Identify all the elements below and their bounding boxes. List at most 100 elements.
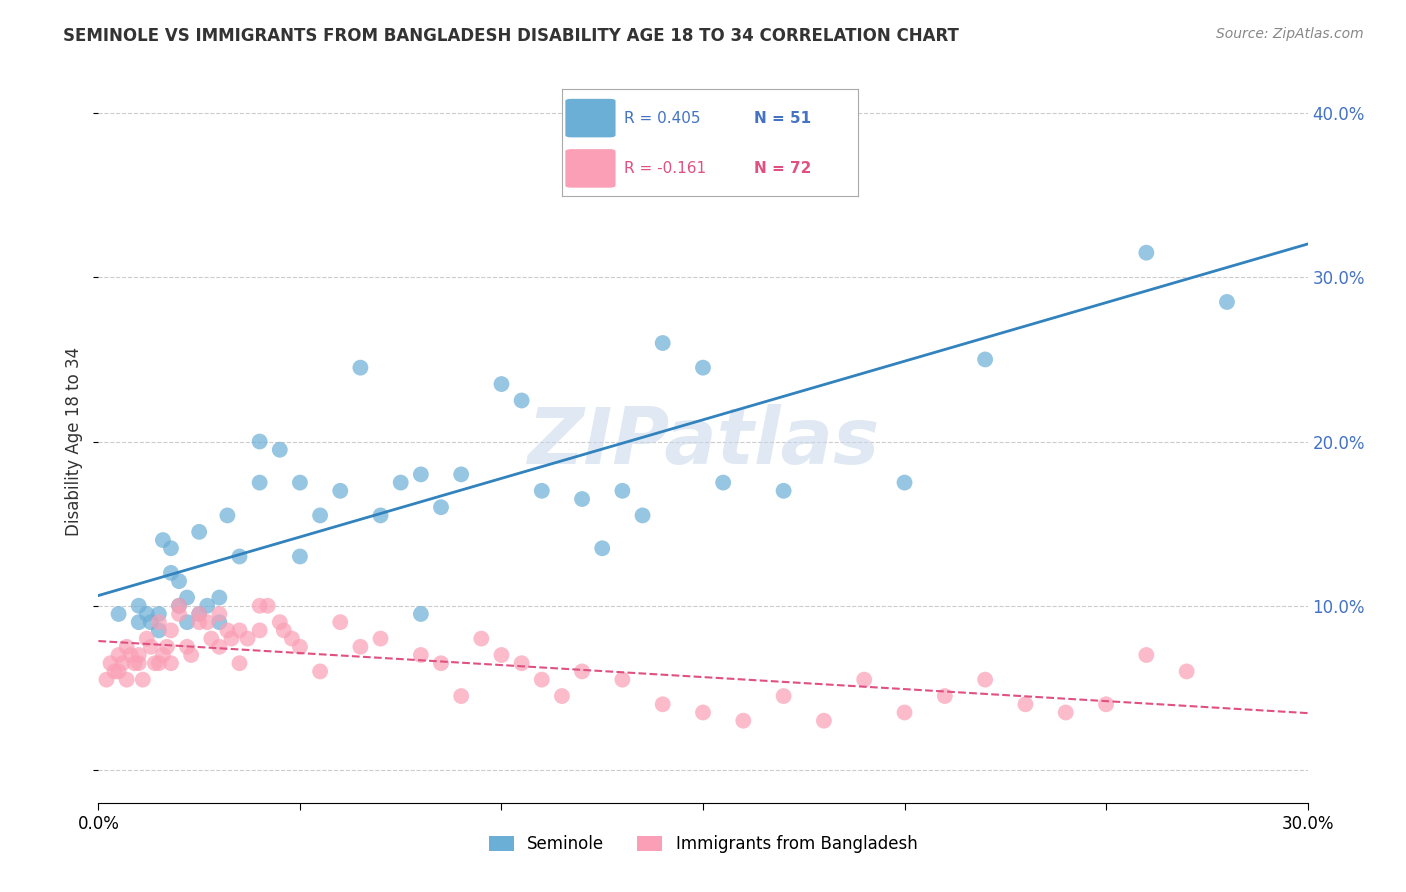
- Point: [1054, 706, 1077, 720]
- Legend: Seminole, Immigrants from Bangladesh: Seminole, Immigrants from Bangladesh: [482, 828, 924, 860]
- Point: [893, 706, 915, 720]
- Point: [188, 607, 211, 621]
- Point: [281, 632, 304, 646]
- Point: [1216, 295, 1239, 310]
- Point: [772, 483, 794, 498]
- Point: [288, 640, 311, 654]
- Point: [612, 673, 634, 687]
- Point: [200, 632, 222, 646]
- Point: [269, 615, 291, 630]
- Point: [96, 673, 118, 687]
- Point: [176, 591, 198, 605]
- Point: [249, 624, 271, 638]
- Point: [115, 673, 138, 687]
- Point: [208, 591, 231, 605]
- FancyBboxPatch shape: [565, 149, 616, 187]
- Text: Source: ZipAtlas.com: Source: ZipAtlas.com: [1216, 27, 1364, 41]
- Point: [288, 549, 311, 564]
- Point: [152, 648, 174, 662]
- Point: [148, 657, 170, 671]
- Point: [167, 574, 190, 588]
- Point: [491, 377, 513, 392]
- Point: [430, 500, 453, 515]
- Point: [934, 689, 956, 703]
- Point: [217, 508, 239, 523]
- Point: [228, 657, 250, 671]
- Point: [349, 640, 371, 654]
- Point: [143, 657, 166, 671]
- Point: [100, 657, 122, 671]
- Point: [160, 657, 183, 671]
- Point: [128, 615, 150, 630]
- Point: [772, 689, 794, 703]
- Point: [269, 442, 291, 457]
- Point: [370, 632, 392, 646]
- Point: [612, 483, 634, 498]
- Point: [160, 624, 183, 638]
- Point: [1014, 698, 1036, 712]
- Text: ZIPatlas: ZIPatlas: [527, 403, 879, 480]
- Point: [273, 624, 295, 638]
- Point: [530, 673, 553, 687]
- Point: [349, 360, 371, 375]
- Point: [692, 706, 714, 720]
- Point: [249, 599, 271, 613]
- Point: [139, 640, 162, 654]
- Point: [711, 475, 734, 490]
- Point: [195, 599, 218, 613]
- Point: [228, 549, 250, 564]
- Point: [115, 640, 138, 654]
- Point: [132, 673, 155, 687]
- Point: [409, 607, 432, 621]
- Point: [217, 624, 239, 638]
- Point: [491, 648, 513, 662]
- Point: [389, 475, 412, 490]
- Point: [148, 615, 170, 630]
- Point: [249, 434, 271, 449]
- Point: [631, 508, 654, 523]
- Point: [221, 632, 243, 646]
- Point: [120, 648, 142, 662]
- Point: [329, 483, 352, 498]
- Point: [167, 599, 190, 613]
- Point: [167, 607, 190, 621]
- Point: [571, 665, 593, 679]
- Point: [309, 508, 332, 523]
- Text: N = 72: N = 72: [754, 161, 811, 176]
- Point: [128, 657, 150, 671]
- Point: [107, 665, 129, 679]
- Point: [135, 632, 157, 646]
- Point: [139, 615, 162, 630]
- FancyBboxPatch shape: [565, 99, 616, 137]
- Point: [450, 467, 472, 482]
- Point: [1175, 665, 1198, 679]
- Point: [188, 524, 211, 539]
- Point: [510, 393, 533, 408]
- Point: [176, 640, 198, 654]
- Point: [853, 673, 876, 687]
- Point: [111, 657, 134, 671]
- Point: [160, 541, 183, 556]
- Text: R = -0.161: R = -0.161: [624, 161, 707, 176]
- Text: SEMINOLE VS IMMIGRANTS FROM BANGLADESH DISABILITY AGE 18 TO 34 CORRELATION CHART: SEMINOLE VS IMMIGRANTS FROM BANGLADESH D…: [63, 27, 959, 45]
- Point: [188, 607, 211, 621]
- Point: [510, 657, 533, 671]
- Point: [813, 714, 835, 728]
- Point: [103, 665, 125, 679]
- Point: [107, 607, 129, 621]
- Point: [256, 599, 278, 613]
- Point: [370, 508, 392, 523]
- Point: [249, 475, 271, 490]
- Point: [530, 483, 553, 498]
- Point: [470, 632, 492, 646]
- Point: [208, 615, 231, 630]
- Point: [651, 698, 673, 712]
- Point: [156, 640, 179, 654]
- Point: [409, 467, 432, 482]
- Point: [551, 689, 574, 703]
- Point: [974, 673, 997, 687]
- Point: [128, 648, 150, 662]
- Point: [974, 352, 997, 367]
- Point: [571, 491, 593, 506]
- Point: [228, 624, 250, 638]
